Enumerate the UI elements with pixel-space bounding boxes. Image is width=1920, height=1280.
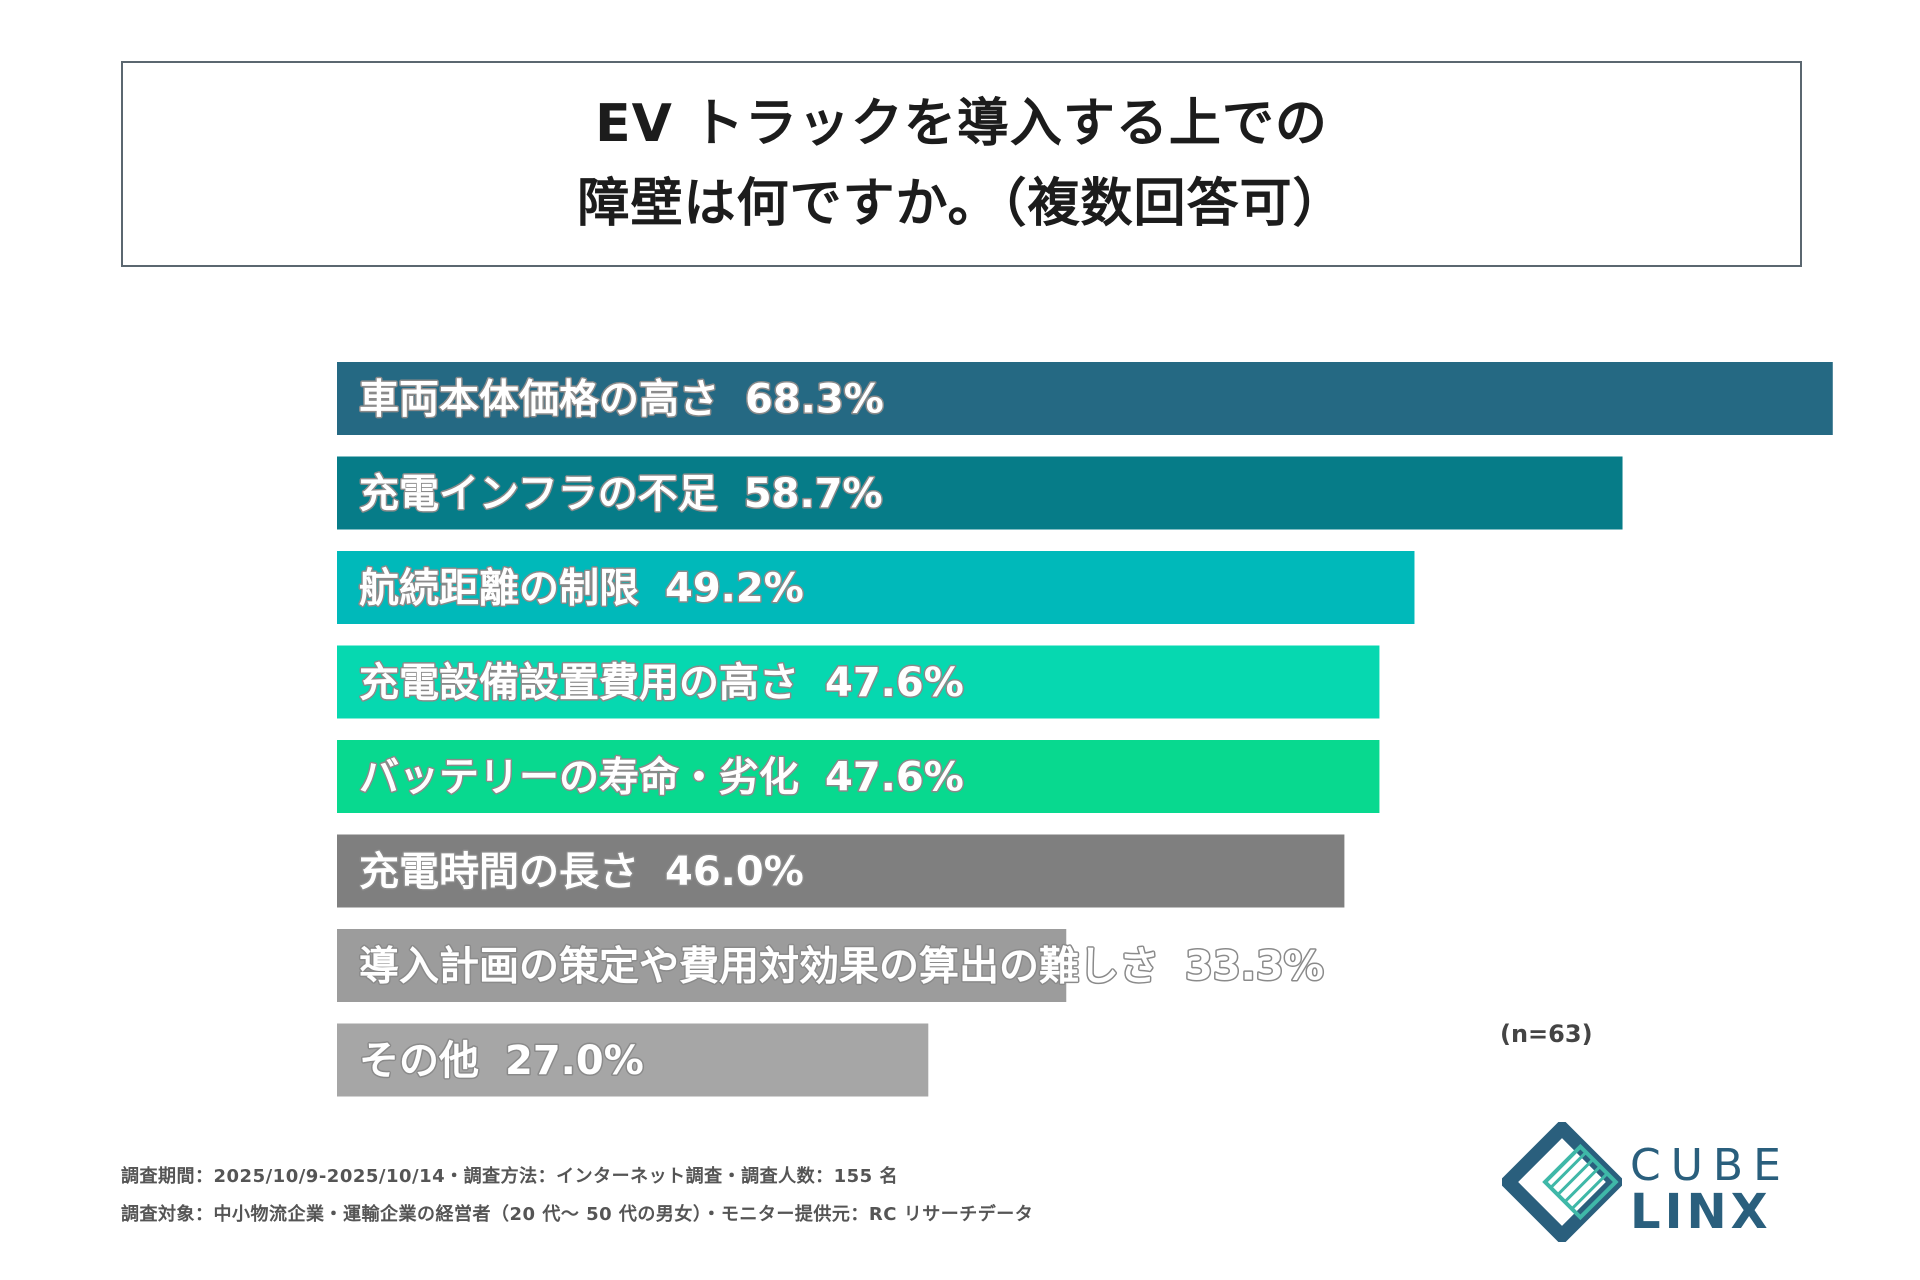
bar-3	[337, 551, 1415, 624]
bar-label-4: 充電設備設置費用の高さ 47.6%	[359, 660, 964, 706]
bar-6	[337, 834, 1345, 908]
logo-text-cube: CUBE	[1630, 1140, 1791, 1191]
bar-8	[337, 1023, 929, 1097]
category-label: 充電設備設置費用の高さ	[359, 660, 799, 706]
title-box: EV トラックを導入する上での 障壁は何ですか。（複数回答可）	[121, 61, 1802, 267]
value-label: 49.2%	[665, 566, 804, 612]
category-label: 車両本体価格の高さ	[359, 377, 719, 423]
bar-label-8: その他 27.0%	[359, 1038, 644, 1084]
logo-text-linx: LINX	[1630, 1184, 1772, 1240]
chart-title-line-2: 障壁は何ですか。（複数回答可）	[577, 174, 1346, 234]
bar-label-6: 充電時間の長さ 46.0%	[359, 849, 804, 895]
bar-chart: 車両本体価格の高さ 68.3% 充電インフラの不足 58.7% 航続距離の制限 49.2%…	[337, 362, 1833, 1097]
category-label: 航続距離の制限	[359, 566, 639, 612]
bar-1	[337, 362, 1833, 435]
bar-2	[337, 456, 1623, 530]
bar-label-7: 導入計画の策定や費用対効果の算出の難しさ 33.3%	[359, 944, 1324, 990]
value-label: 47.6%	[825, 660, 964, 706]
value-label: 33.3%	[1185, 944, 1324, 990]
bar-5	[337, 740, 1380, 813]
category-label: バッテリーの寿命・劣化	[359, 755, 799, 801]
bar-label-2: 充電インフラの不足 58.7%	[359, 471, 883, 517]
survey-info-line-2: 調査対象：中小物流企業・運輸企業の経営者（20 代～ 50 代の男女）・モニター…	[121, 1204, 1034, 1225]
value-label: 27.0%	[505, 1038, 644, 1084]
cube-linx-mark-icon	[1502, 1122, 1622, 1242]
category-label: 充電インフラの不足	[359, 471, 718, 517]
bar-label-1: 車両本体価格の高さ 68.3%	[359, 377, 884, 423]
value-label: 46.0%	[665, 849, 804, 895]
bar-4	[337, 645, 1380, 719]
bar-label-3: 航続距離の制限 49.2%	[359, 566, 804, 612]
cube-linx-logo: CUBE LINX	[1502, 1122, 1812, 1242]
category-label: その他	[359, 1038, 479, 1084]
category-label: 導入計画の策定や費用対効果の算出の難しさ	[359, 944, 1159, 990]
value-label: 68.3%	[745, 377, 884, 423]
value-label: 47.6%	[825, 755, 964, 801]
value-label: 58.7%	[744, 471, 883, 517]
bar-7	[337, 929, 1067, 1002]
survey-info-line-1: 調査期間：2025/10/9-2025/10/14・調査方法：インターネット調査…	[121, 1166, 898, 1187]
bar-label-5: バッテリーの寿命・劣化 47.6%	[359, 755, 964, 801]
category-label: 充電時間の長さ	[359, 849, 639, 895]
sample-size-note: (n=63)	[1500, 1020, 1593, 1048]
chart-title-line-1: EV トラックを導入する上での	[595, 94, 1328, 154]
